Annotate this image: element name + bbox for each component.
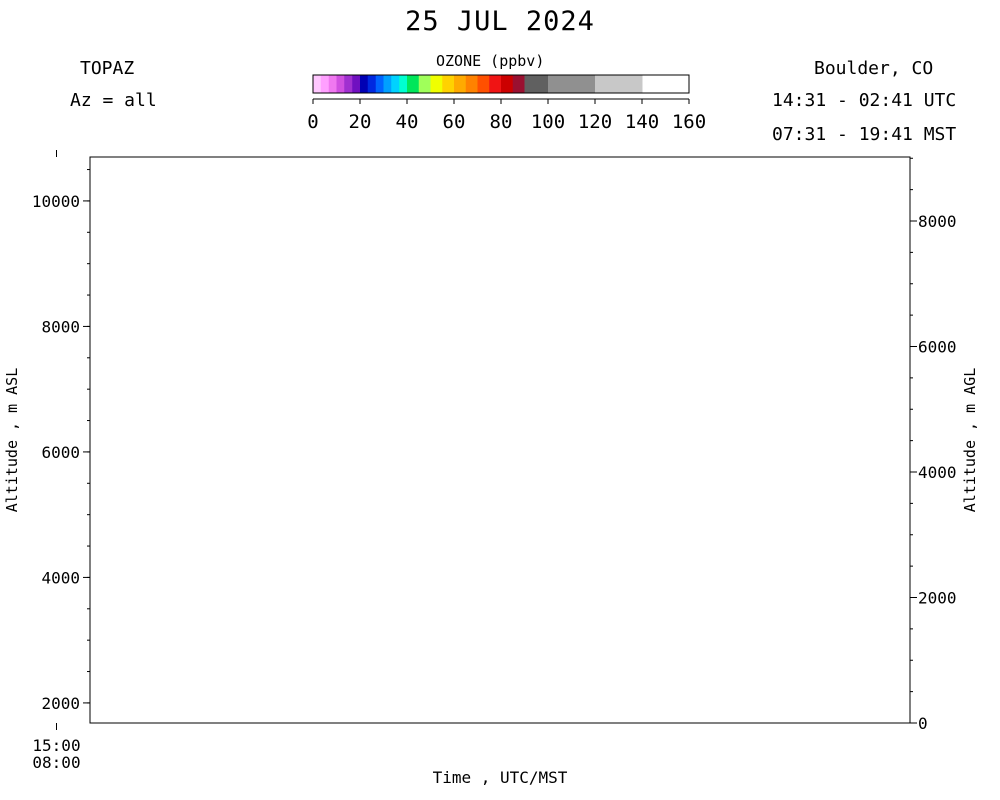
colorbar-swatch xyxy=(391,75,400,93)
x-tick-label-utc: 15:00 xyxy=(32,736,80,755)
azimuth-label: Az = all xyxy=(70,90,157,111)
x-axis-label: Time , UTC/MST xyxy=(433,768,568,787)
colorbar-swatch xyxy=(465,75,478,93)
colorbar-swatch xyxy=(524,75,549,93)
colorbar-swatch xyxy=(407,75,420,93)
colorbar-swatch xyxy=(418,75,431,93)
y-tick-label-right: 6000 xyxy=(918,338,957,357)
colorbar-swatch xyxy=(328,75,337,93)
colorbar-tick-label: 0 xyxy=(307,111,318,133)
colorbar-tick-label: 100 xyxy=(531,111,565,133)
colorbar-title: OZONE (ppbv) xyxy=(436,52,545,70)
y-tick-label-right: 8000 xyxy=(918,212,957,231)
colorbar-swatch xyxy=(595,75,643,93)
colorbar-swatch xyxy=(489,75,502,93)
colorbar-swatch xyxy=(512,75,525,93)
colorbar-swatch xyxy=(352,75,361,93)
colorbar-swatch xyxy=(367,75,377,93)
colorbar-swatch xyxy=(375,75,384,93)
colorbar-tick-label: 120 xyxy=(578,111,612,133)
colorbar-swatch xyxy=(501,75,514,93)
colorbar-swatch xyxy=(336,75,345,93)
mst-time-range: 07:31 - 19:41 MST xyxy=(772,124,957,145)
y-axis-label-left: Altitude , m ASL xyxy=(3,368,21,513)
y-tick-label-right: 4000 xyxy=(918,463,957,482)
y-tick-label-left: 4000 xyxy=(41,568,80,587)
axes: 15:0008:0017:0010:0019:0012:0021:0014:00… xyxy=(3,150,979,787)
colorbar-swatch xyxy=(430,75,443,93)
colorbar-tick-label: 20 xyxy=(349,111,372,133)
y-tick-label-left: 6000 xyxy=(41,443,80,462)
colorbar-swatch xyxy=(360,75,369,93)
colorbar-swatch xyxy=(548,75,596,93)
colorbar: 0 20 40 60 80 100 120 140 160 xyxy=(307,74,706,133)
y-tick-label-left: 8000 xyxy=(41,317,80,336)
colorbar-swatch xyxy=(320,75,330,93)
y-tick-label-right: 2000 xyxy=(918,589,957,608)
y-tick-label-left: 2000 xyxy=(41,694,80,713)
colorbar-outline xyxy=(312,74,690,94)
colorbar-swatch xyxy=(383,75,392,93)
instrument-name: TOPAZ xyxy=(80,58,135,79)
y-tick-label-right: 0 xyxy=(918,714,928,733)
colorbar-swatch xyxy=(442,75,455,93)
colorbar-tick-label: 140 xyxy=(625,111,659,133)
y-axis-label-right: Altitude , m AGL xyxy=(961,368,979,513)
x-tick-label-mst: 08:00 xyxy=(32,753,80,772)
plot-frame xyxy=(89,156,911,724)
chart-title: 25 JUL 2024 xyxy=(405,6,595,37)
colorbar-swatch xyxy=(344,75,353,93)
colorbar-swatch xyxy=(454,75,467,93)
colorbar-tick-label: 160 xyxy=(672,111,706,133)
colorbar-swatch xyxy=(477,75,490,93)
colorbar-swatch xyxy=(313,75,322,93)
location-label: Boulder, CO xyxy=(814,58,934,79)
colorbar-tick-label: 60 xyxy=(443,111,466,133)
colorbar-tick-label: 40 xyxy=(396,111,419,133)
colorbar-tick-label: 80 xyxy=(490,111,513,133)
colorbar-swatch xyxy=(399,75,408,93)
utc-time-range: 14:31 - 02:41 UTC xyxy=(772,90,957,111)
y-tick-label-left: 10000 xyxy=(32,192,80,211)
